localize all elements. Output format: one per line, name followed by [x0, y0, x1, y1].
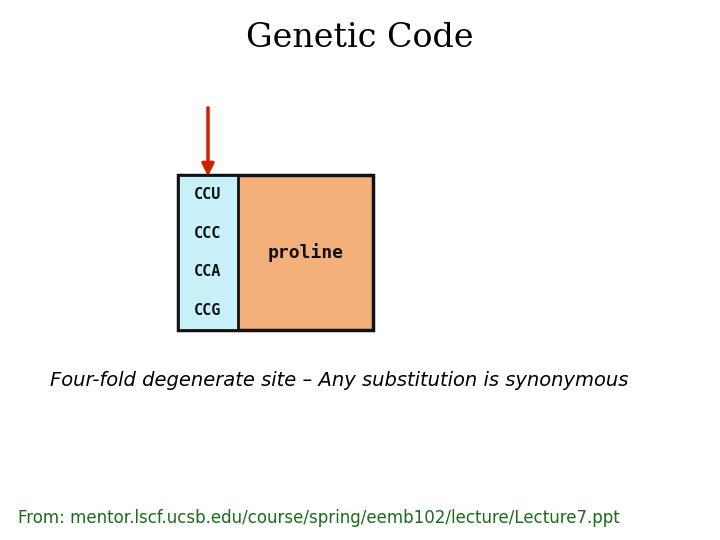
Bar [178, 175, 238, 330]
Text: Genetic Code: Genetic Code [246, 22, 474, 54]
Text: proline: proline [267, 243, 343, 262]
Text: Four-fold degenerate site – Any substitution is synonymous: Four-fold degenerate site – Any substitu… [50, 370, 629, 389]
Bar [178, 175, 373, 330]
Text: CCC: CCC [194, 226, 222, 241]
Text: CCA: CCA [194, 265, 222, 279]
Text: CCG: CCG [194, 303, 222, 318]
Text: From: mentor.lscf.ucsb.edu/course/spring/eemb102/lecture/Lecture7.ppt: From: mentor.lscf.ucsb.edu/course/spring… [18, 509, 620, 527]
Text: CCU: CCU [194, 187, 222, 202]
